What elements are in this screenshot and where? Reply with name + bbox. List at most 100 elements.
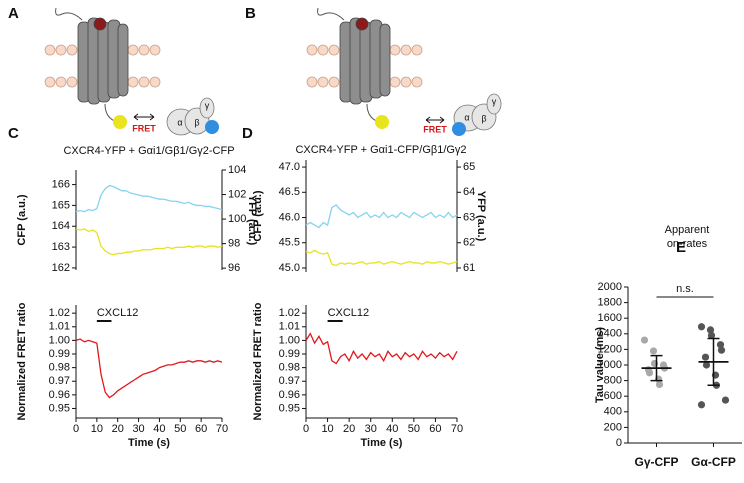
y-tick-label: 0.98	[49, 362, 70, 374]
y-tick-label: 0.97	[49, 375, 70, 387]
y-axis-label: CFP (a.u.)	[252, 190, 264, 241]
y-tick-label: 0.97	[279, 375, 300, 387]
y-tick-label: 1.02	[279, 307, 300, 319]
point	[707, 331, 716, 339]
x-tick-label: 60	[195, 423, 207, 435]
x-axis-label: Time (s)	[128, 437, 170, 449]
y2-tick-label: 102	[228, 188, 246, 200]
y-tick-label: 1000	[598, 359, 622, 371]
fret-label: FRET	[423, 124, 447, 134]
panel-label: E	[676, 239, 686, 256]
point	[645, 369, 654, 377]
x-tick-label: 10	[321, 423, 333, 435]
y2-axis-label: YFP (a.u.)	[475, 191, 487, 242]
yfp	[113, 115, 127, 129]
cfp	[205, 120, 219, 134]
y-axis-label: CFP (a.u.)	[16, 194, 28, 245]
y2-tick-label: 96	[228, 262, 240, 274]
trace	[75, 184, 223, 213]
y2-tick-label: 98	[228, 238, 240, 250]
y-axis-label: Normalized FRET ratio	[252, 302, 264, 420]
beta-label: β	[481, 113, 486, 123]
y-tick-label: 1.00	[279, 334, 300, 346]
alpha-label: α	[464, 112, 469, 122]
receptor-tail	[317, 7, 345, 21]
gamma-label: γ	[205, 100, 210, 110]
cfp	[452, 122, 466, 136]
annotation: CXCL12	[328, 307, 370, 319]
y-axis-label: Normalized FRET ratio	[16, 302, 28, 420]
y-tick-label: 162	[52, 262, 70, 274]
receptor	[77, 17, 129, 105]
x-tick-label: 40	[386, 423, 398, 435]
point	[640, 336, 649, 344]
y-tick-label: 1.01	[49, 321, 70, 333]
trace	[305, 249, 458, 267]
y-tick-label: 800	[604, 375, 622, 387]
point	[697, 401, 706, 409]
point	[701, 353, 710, 361]
trace	[305, 332, 458, 365]
membrane	[44, 44, 161, 88]
y2-tick-label: 63	[463, 211, 475, 223]
point	[649, 347, 658, 355]
alpha-label: α	[177, 117, 182, 127]
y-tick-label: 164	[52, 220, 70, 232]
y-tick-label: 1200	[598, 343, 622, 355]
fret-label: FRET	[132, 123, 156, 133]
y-tick-label: 1600	[598, 312, 622, 324]
y2-axis-label: YFP (a.u.)	[246, 195, 258, 246]
g-protein	[166, 97, 215, 136]
y-tick-label: 47.0	[279, 161, 300, 173]
error-bar	[650, 354, 663, 382]
diagram-a: FRET α β γ	[44, 7, 219, 136]
x-tick-label: 60	[429, 423, 441, 435]
y-tick-label: 45.5	[279, 237, 300, 249]
chart-title: Apparent	[665, 224, 710, 236]
point	[706, 326, 715, 334]
yfp	[375, 115, 389, 129]
point	[721, 396, 730, 404]
x-tick-label: 70	[216, 423, 228, 435]
y-tick-label: 600	[604, 390, 622, 402]
point	[702, 361, 711, 369]
y-tick-label: 45.0	[279, 262, 300, 274]
x-tick-label: 0	[73, 423, 79, 435]
y-tick-label: 46.0	[279, 211, 300, 223]
panel-label: A	[8, 5, 19, 22]
x-tick-label: 40	[153, 423, 165, 435]
x-tick-label: 50	[174, 423, 186, 435]
y-tick-label: 0.98	[279, 362, 300, 374]
trace	[305, 204, 458, 229]
point	[697, 323, 706, 331]
y2-tick-label: 64	[463, 186, 475, 198]
x-tick-label: Gγ-CFP	[634, 455, 678, 469]
y-tick-label: 0.96	[279, 389, 300, 401]
beta-label: β	[194, 117, 199, 127]
chart-title: on-rates	[667, 238, 708, 250]
y2-tick-label: 104	[228, 164, 246, 176]
trace	[75, 338, 223, 399]
y2-tick-label: 65	[463, 161, 475, 173]
y-tick-label: 1.02	[49, 307, 70, 319]
fret-arrow	[133, 113, 155, 121]
annotation: n.s.	[676, 283, 694, 295]
y-tick-label: 2000	[598, 281, 622, 293]
y-tick-label: 166	[52, 178, 70, 190]
y-tick-label: 0.95	[49, 402, 70, 414]
annotation: CXCL12	[97, 307, 139, 319]
receptor-tail	[55, 7, 83, 21]
trace	[75, 228, 223, 256]
y-tick-label: 1.01	[279, 321, 300, 333]
diagram-b: FRET α β γ	[306, 7, 502, 136]
y2-tick-label: 61	[463, 262, 475, 274]
y-tick-label: 163	[52, 241, 70, 253]
point	[717, 346, 726, 354]
x-tick-label: 10	[91, 423, 103, 435]
point	[655, 380, 664, 389]
receptor	[339, 17, 391, 105]
x-tick-label: 30	[365, 423, 377, 435]
chart-title: CXCR4-YFP + Gαi1/Gβ1/Gγ2-CFP	[63, 145, 234, 157]
x-tick-label: 20	[112, 423, 124, 435]
y-tick-label: 1800	[598, 297, 622, 309]
